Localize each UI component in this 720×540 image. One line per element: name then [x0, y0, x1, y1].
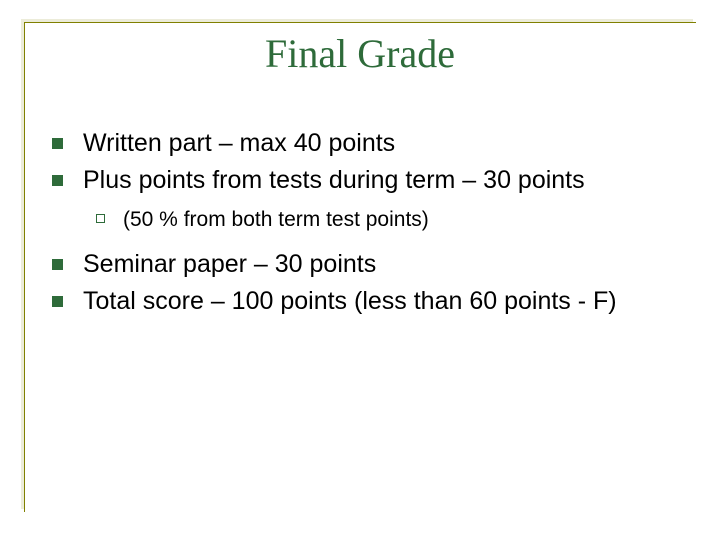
square-outline-bullet-icon	[96, 214, 105, 223]
square-bullet-icon	[52, 259, 63, 270]
bullet-text: Seminar paper – 30 points	[83, 249, 376, 280]
sub-bullet-text: (50 % from both term test points)	[123, 207, 429, 233]
square-bullet-icon	[52, 296, 63, 307]
square-bullet-icon	[52, 175, 63, 186]
bullet-item: Seminar paper – 30 points	[52, 249, 690, 280]
bullet-text: Plus points from tests during term – 30 …	[83, 165, 585, 196]
bullet-item: Written part – max 40 points	[52, 128, 690, 159]
square-bullet-icon	[52, 138, 63, 149]
bullet-text: Total score – 100 points (less than 60 p…	[83, 286, 617, 317]
slide-title: Final Grade	[0, 30, 720, 77]
bullet-item: Plus points from tests during term – 30 …	[52, 165, 690, 196]
slide-body: Written part – max 40 points Plus points…	[52, 128, 690, 323]
bullet-item: Total score – 100 points (less than 60 p…	[52, 286, 690, 317]
bullet-text: Written part – max 40 points	[83, 128, 395, 159]
sub-bullet-item: (50 % from both term test points)	[96, 207, 690, 233]
